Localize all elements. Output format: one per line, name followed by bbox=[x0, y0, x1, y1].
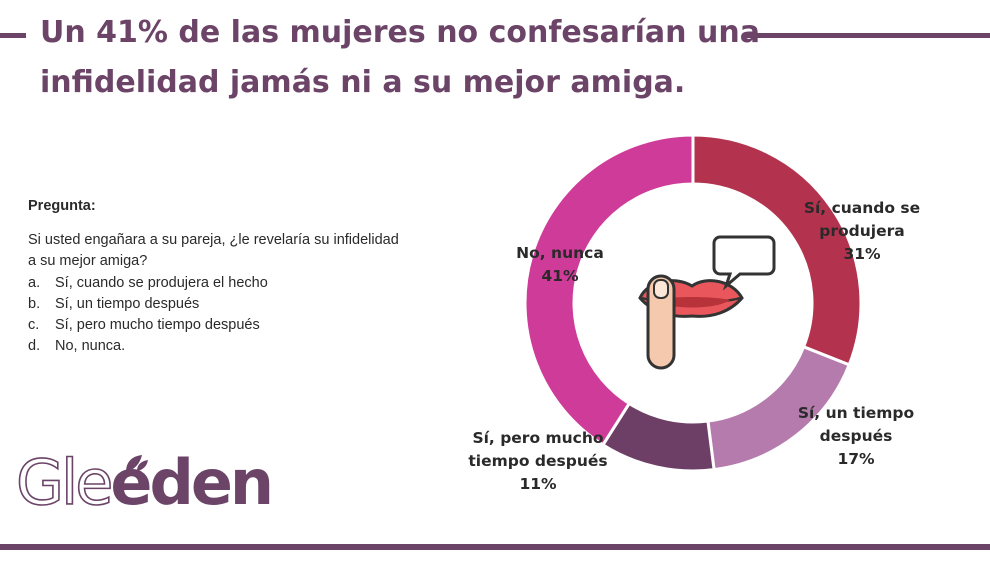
answer-option: d. No, nunca. bbox=[28, 336, 408, 357]
slice-category-label: No, nunca bbox=[516, 244, 604, 262]
question-heading: Pregunta: bbox=[28, 198, 96, 214]
option-text: Sí, pero mucho tiempo después bbox=[55, 317, 260, 333]
donut-slice bbox=[691, 133, 863, 367]
title-line-1: Un 41% de las mujeres no confesarían una bbox=[40, 15, 760, 50]
option-letter: b. bbox=[28, 296, 41, 312]
option-text: No, nunca. bbox=[55, 338, 126, 354]
slice-category-label: tiempo después bbox=[468, 452, 607, 470]
question-text: Si usted engañara a su pareja, ¿le revel… bbox=[28, 232, 399, 269]
donut-slice bbox=[523, 133, 695, 447]
slice-category-label: Sí, un tiempo bbox=[798, 404, 914, 422]
slice-value-label: 11% bbox=[519, 475, 557, 493]
question-block: Pregunta: Si usted engañara a su pareja,… bbox=[28, 196, 408, 357]
footer-rule bbox=[0, 544, 990, 550]
slice-category-label: produjera bbox=[819, 222, 904, 240]
slice-value-label: 31% bbox=[843, 245, 881, 263]
slice-value-label: 17% bbox=[837, 450, 875, 468]
logo-leaf-icon bbox=[126, 455, 148, 472]
option-text: Sí, un tiempo después bbox=[55, 296, 200, 312]
option-text: Sí, cuando se produjera el hecho bbox=[55, 275, 268, 291]
slice-label: Sí, cuando se produjera 31% bbox=[804, 199, 920, 263]
header-rule-right bbox=[745, 33, 990, 38]
slice-category-label: después bbox=[820, 427, 893, 445]
slice-value-label: 41% bbox=[541, 267, 579, 285]
slice-category-label: Sí, cuando se bbox=[804, 199, 920, 217]
header-rule-left bbox=[0, 33, 26, 38]
slice-label: Sí, pero mucho tiempo después 11% bbox=[468, 429, 607, 493]
answer-option: a. Sí, cuando se produjera el hecho bbox=[28, 273, 408, 294]
title-line-2: infidelidad jamás ni a su mejor amiga. bbox=[40, 65, 686, 100]
answer-option: b. Sí, un tiempo después bbox=[28, 294, 408, 315]
option-letter: a. bbox=[28, 275, 41, 291]
page-title: Un 41% de las mujeres no confesarían una… bbox=[40, 8, 760, 108]
logo-text-part1: Gle bbox=[15, 446, 114, 519]
option-letter: c. bbox=[28, 317, 40, 333]
answer-options: a. Sí, cuando se produjera el hecho b. Sí,… bbox=[28, 273, 408, 357]
lips-finger-speech-bubble-icon bbox=[638, 235, 776, 370]
answer-option: c. Sí, pero mucho tiempo después bbox=[28, 315, 408, 336]
slice-category-label: Sí, pero mucho bbox=[472, 429, 603, 447]
option-letter: d. bbox=[28, 338, 41, 354]
slice-label: No, nunca 41% bbox=[516, 244, 604, 285]
slice-label: Sí, un tiempo después 17% bbox=[798, 404, 914, 468]
